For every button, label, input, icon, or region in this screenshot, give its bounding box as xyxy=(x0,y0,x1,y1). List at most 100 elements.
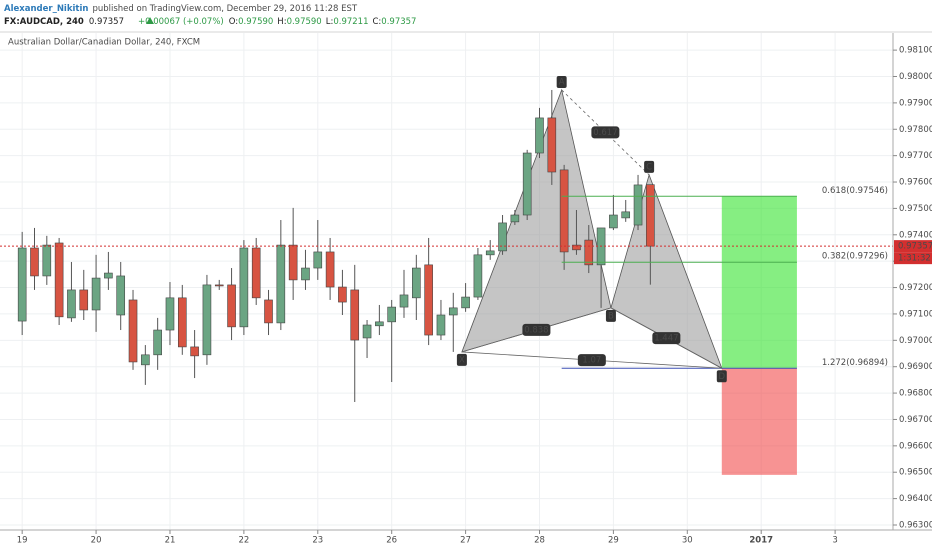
y-tick-label: 0.98100 xyxy=(899,46,932,56)
ohlc-key: L: xyxy=(326,17,334,27)
candle-body xyxy=(42,244,52,277)
stop-zone xyxy=(721,368,797,475)
candle-body xyxy=(67,289,76,319)
fib-label: 1.272(0.96894) xyxy=(822,358,888,368)
plot-area: 0.618(0.97546) 0.382(0.97296) 1.272(0.9689… xyxy=(0,75,893,475)
change: +0.00067 (+0.07%) xyxy=(138,17,224,27)
candle-body xyxy=(17,247,27,322)
y-tick-label: 0.97700 xyxy=(899,151,932,161)
candle-body xyxy=(116,275,126,316)
candle-body xyxy=(436,314,446,336)
x-tick-label: 22 xyxy=(238,536,249,546)
point-badge xyxy=(644,160,655,173)
candle-body xyxy=(30,247,39,277)
x-tick-label: 26 xyxy=(386,536,397,546)
candle-body xyxy=(362,324,372,339)
point-badge xyxy=(456,353,467,366)
fib-label: 0.618(0.97546) xyxy=(822,186,888,196)
publish-line: Alexander_Nikitin published on TradingVie… xyxy=(4,4,358,14)
x-tick-label: 2017 xyxy=(749,536,773,546)
y-tick-label: 0.97400 xyxy=(899,230,932,240)
ohlc-key: O: xyxy=(229,17,238,27)
ohlc-value: 0.97590 xyxy=(287,17,322,27)
candle-body xyxy=(141,354,150,366)
candle-body xyxy=(104,272,113,279)
chart-title: Australian Dollar/Canadian Dollar, 240, … xyxy=(8,38,200,48)
candle-body xyxy=(239,247,249,328)
candle-body xyxy=(202,284,212,356)
symbol-line: FX:AUDCAD, 240 0.97357 +0.00067 (+0.07%) O:… xyxy=(4,17,416,27)
candle-body xyxy=(54,242,64,318)
x-tick-label: 23 xyxy=(312,536,323,546)
x-tick-label: 3 xyxy=(832,536,837,546)
published: published on TradingView.com, December 2… xyxy=(92,4,357,14)
countdown: 1:31:32 xyxy=(898,254,931,264)
ohlc-value: 0.97357 xyxy=(381,17,416,27)
candle-body xyxy=(473,254,483,298)
candle-body xyxy=(214,284,224,287)
candle-body xyxy=(399,294,409,308)
candle-body xyxy=(387,306,396,323)
point-label: A xyxy=(559,77,565,87)
point-label: B xyxy=(608,311,614,321)
x-tick-label: 19 xyxy=(17,536,28,546)
ratio-badge xyxy=(652,332,681,345)
candle-body xyxy=(313,251,323,269)
y-tick-label: 0.97600 xyxy=(899,178,932,188)
candle-body xyxy=(485,250,495,256)
candle-body xyxy=(461,296,470,309)
candle-body xyxy=(350,289,360,341)
target-zone xyxy=(721,196,797,369)
y-tick-label: 0.97100 xyxy=(899,309,932,319)
candle-body xyxy=(177,297,187,348)
countdown-tag xyxy=(894,252,932,265)
y-tick-label: 0.96500 xyxy=(899,468,932,478)
ratio-label: 0.617 xyxy=(593,128,617,138)
candle-body xyxy=(412,267,421,299)
y-tick-label: 0.96300 xyxy=(899,520,932,530)
axes: 0.96300 0.96400 0.96500 0.96600 0.96700 0.968… xyxy=(17,46,932,546)
candle-body xyxy=(498,222,507,252)
x-tick-label: 27 xyxy=(460,536,471,546)
candle-body xyxy=(276,244,286,324)
candle-body xyxy=(153,329,162,356)
y-tick-label: 0.97800 xyxy=(899,125,932,135)
candle-body xyxy=(584,239,594,266)
candle-body xyxy=(510,214,520,223)
y-tick-label: 0.98000 xyxy=(899,72,932,82)
point-badge xyxy=(716,370,727,383)
candle-body xyxy=(325,251,335,288)
y-tick-label: 0.97900 xyxy=(899,98,932,108)
x-tick-label: 20 xyxy=(91,536,102,546)
candle-body xyxy=(79,289,89,311)
y-tick-label: 0.97500 xyxy=(899,204,932,214)
ratio-badge xyxy=(522,323,551,336)
x-tick-label: 21 xyxy=(165,536,176,546)
up-arrow xyxy=(146,17,154,24)
candle-body xyxy=(572,244,581,251)
candle-body xyxy=(633,184,643,226)
ratio-badge xyxy=(591,126,620,139)
candle-body xyxy=(559,169,569,253)
candle-body xyxy=(91,277,101,311)
candle-body xyxy=(609,214,618,229)
author[interactable]: Alexander_Nikitin xyxy=(4,4,88,14)
symbol: FX:AUDCAD, 240 xyxy=(4,17,84,27)
ohlc-key: C: xyxy=(372,17,381,27)
point-label: X xyxy=(459,355,465,365)
ratio-label: 1.07 xyxy=(582,356,601,366)
ohlc-value: 0.97211 xyxy=(333,17,368,27)
candle-body xyxy=(547,117,557,173)
ratio-label: 0.838 xyxy=(524,325,548,335)
point-badge xyxy=(605,309,616,322)
y-tick-label: 0.97200 xyxy=(899,283,932,293)
candle-body xyxy=(338,286,347,303)
candle-body xyxy=(646,184,655,247)
candle-body xyxy=(190,346,199,357)
ohlc-key: H: xyxy=(277,17,286,27)
candle-body xyxy=(301,267,310,281)
last-price-tag xyxy=(894,240,932,253)
y-tick-label: 0.96400 xyxy=(899,494,932,504)
x-tick-label: 28 xyxy=(534,536,545,546)
candle-body xyxy=(424,264,433,336)
